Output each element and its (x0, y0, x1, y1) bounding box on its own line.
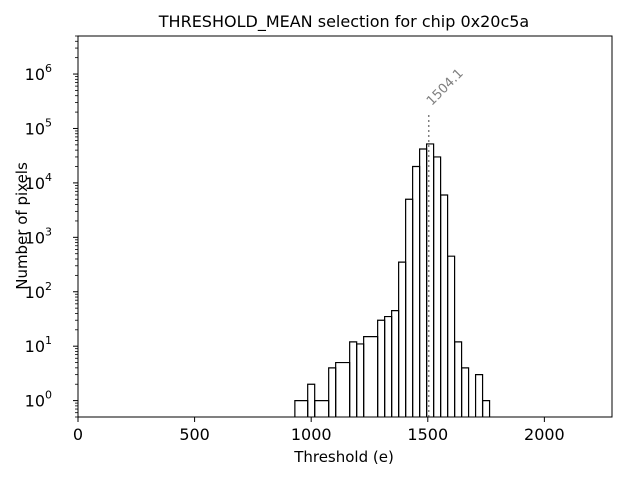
histogram-bar (363, 336, 379, 417)
histogram-bar (377, 319, 386, 417)
y-tick-label: 101 (25, 334, 52, 356)
x-tick-label: 1000 (291, 425, 332, 444)
histogram-bar (453, 341, 463, 417)
histogram-bar (391, 310, 400, 417)
chart-title: THRESHOLD_MEAN selection for chip 0x20c5… (158, 12, 529, 32)
histogram-bar (426, 143, 435, 417)
histogram-bar (447, 255, 456, 417)
histogram-bar (307, 383, 316, 417)
histogram-bar (419, 148, 428, 417)
x-axis-label: Threshold (e) (293, 448, 394, 466)
histogram-bar (460, 367, 470, 417)
histogram-bar (398, 261, 407, 417)
histogram-bar (405, 198, 414, 417)
plot-area: 1504.1 (294, 66, 491, 417)
x-tick-label: 500 (179, 425, 210, 444)
histogram-bar (328, 367, 337, 417)
x-tick-label: 2000 (524, 425, 565, 444)
x-tick-label: 0 (73, 425, 83, 444)
histogram-bar (314, 400, 330, 417)
y-axis-label: Number of pixels (13, 162, 31, 290)
histogram-bar (384, 315, 393, 417)
y-tick-label: 106 (25, 62, 52, 84)
histogram-bar (412, 165, 421, 417)
y-tick-label: 105 (25, 116, 52, 138)
plot-frame (77, 35, 613, 418)
histogram-bar (440, 194, 449, 417)
histogram-bar (433, 156, 442, 417)
x-tick-label: 1500 (407, 425, 448, 444)
mean-threshold-label: 1504.1 (424, 66, 467, 109)
histogram-bar (294, 400, 309, 417)
histogram-bar (481, 400, 491, 417)
histogram-bar (474, 374, 484, 417)
histogram-bar (356, 343, 365, 417)
y-tick-label: 100 (25, 389, 52, 411)
histogram-bar (335, 361, 351, 417)
histogram-bar (349, 341, 358, 417)
